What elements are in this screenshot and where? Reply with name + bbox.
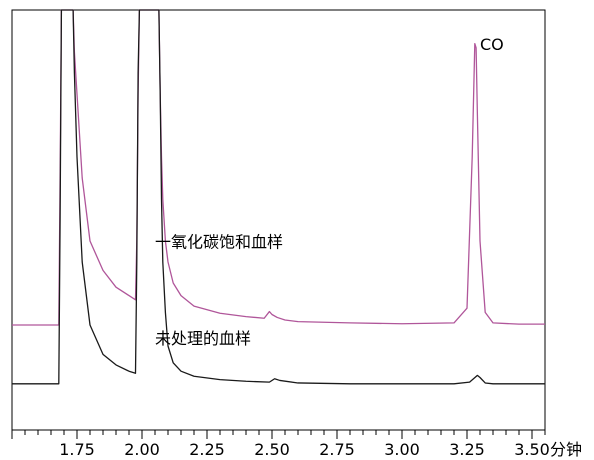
x-tick-label: 1.75 [59,440,95,459]
series-line-0 [12,9,545,326]
x-tick-label: 2.50 [254,440,290,459]
x-tick-label: 2.75 [319,440,355,459]
annotation-label: 一氧化碳饱和血样 [155,232,283,251]
series-layer [12,9,545,385]
series-line-1 [12,9,545,385]
x-tick-label: 2.00 [124,440,160,459]
x-tick-label: 3.25 [449,440,485,459]
x-axis-label: 分钟 [550,440,582,459]
annotation-label: CO [480,35,504,54]
x-axis-tick-labels: 1.75 2.00 2.25 2.50 2.75 3.00 3.25 3.50 [59,440,550,459]
x-tick-label: 3.00 [384,440,420,459]
x-axis-ticks [11,430,546,439]
plot-frame [11,9,546,431]
x-tick-label: 3.50 [514,440,550,459]
annotation-label: 未处理的血样 [155,329,251,348]
x-tick-label: 2.25 [189,440,225,459]
